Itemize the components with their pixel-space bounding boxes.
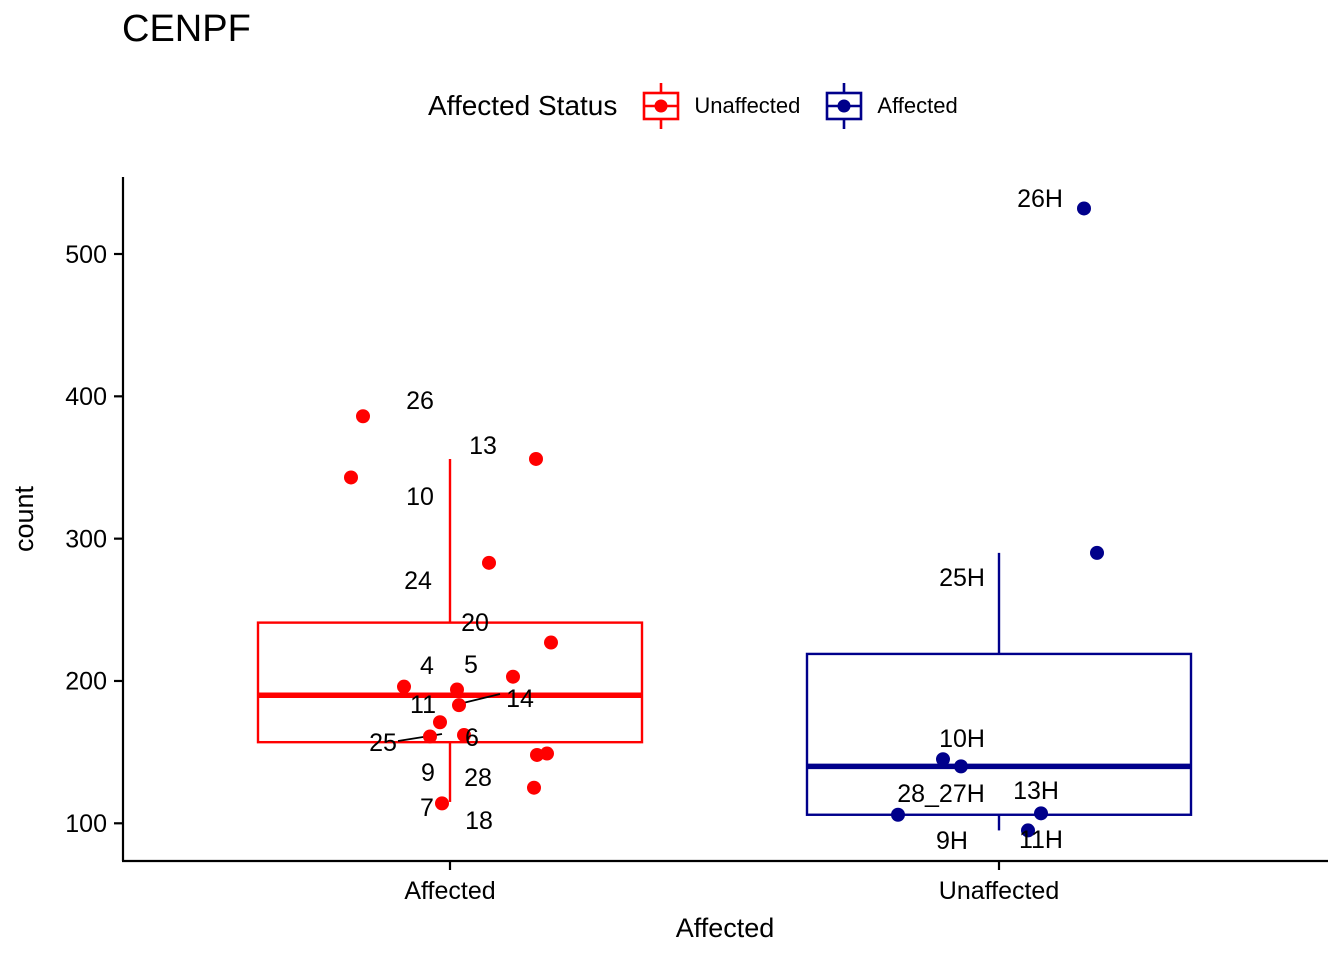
boxplot-box [256, 621, 644, 744]
y-tick-label: 500 [65, 241, 107, 269]
data-point [435, 796, 449, 811]
data-point [936, 752, 950, 767]
data-point [527, 780, 541, 795]
point-label: 9H [936, 827, 968, 855]
point-label: 9 [421, 759, 435, 787]
y-tick-label: 100 [65, 810, 107, 838]
data-point [954, 759, 968, 774]
data-point [1090, 545, 1104, 560]
data-point [356, 409, 370, 424]
point-label: 10H [939, 725, 985, 753]
boxplot-key-icon [826, 83, 863, 129]
point-label: 4 [420, 652, 434, 680]
point-label: 25 [369, 729, 397, 757]
point-label: 28 [464, 764, 492, 792]
data-point [891, 807, 905, 822]
y-axis-title: count [9, 485, 39, 552]
data-point [344, 470, 358, 485]
data-point [506, 669, 520, 684]
data-point [530, 747, 544, 762]
legend-item-label: Unaffected [694, 93, 801, 118]
point-label: 7 [420, 794, 434, 822]
data-point [1077, 201, 1091, 216]
legend-item-affected: Affected [822, 81, 958, 131]
data-point [544, 635, 558, 650]
data-point [450, 682, 464, 697]
data-point [1021, 823, 1035, 838]
point-label: 26 [406, 387, 434, 415]
data-point [433, 715, 447, 730]
y-tick-label: 200 [65, 668, 107, 696]
point-label: 25H [939, 564, 985, 592]
point-label: 11 [410, 691, 436, 719]
data-point [482, 555, 496, 570]
x-tick-label: Affected [404, 877, 495, 905]
legend-item-unaffected: Unaffected [639, 81, 800, 131]
legend-title: Affected Status [428, 90, 618, 121]
plot-title: CENPF [122, 8, 251, 50]
point-label: 11H [1019, 826, 1063, 854]
y-tick-label: 300 [65, 525, 107, 553]
point-label: 28_27H [897, 780, 985, 808]
point-label: 10 [406, 483, 434, 511]
data-point [397, 679, 411, 694]
data-point [423, 729, 437, 744]
data-point [529, 451, 543, 466]
point-label: 26H [1017, 185, 1063, 213]
point-label: 14 [506, 685, 534, 713]
x-tick-label: Unaffected [939, 877, 1059, 905]
point-label: 20 [461, 609, 489, 637]
point-label: 18 [465, 807, 493, 835]
boxplot-key-icon [643, 83, 680, 129]
data-point [457, 728, 471, 743]
data-point [452, 698, 466, 713]
legend: Affected Status Unaffected Affected [428, 80, 958, 132]
legend-item-label: Affected [877, 93, 958, 118]
data-point [1034, 806, 1048, 821]
leader-line [462, 693, 501, 704]
point-label: 6 [465, 724, 479, 752]
boxplot-box [805, 652, 1193, 816]
x-axis-title: Affected [676, 913, 775, 943]
point-label: 13H [1013, 777, 1059, 805]
y-tick-label: 400 [65, 383, 107, 411]
point-label: 13 [469, 432, 497, 460]
point-label: 5 [464, 651, 478, 679]
point-label: 24 [404, 567, 432, 595]
